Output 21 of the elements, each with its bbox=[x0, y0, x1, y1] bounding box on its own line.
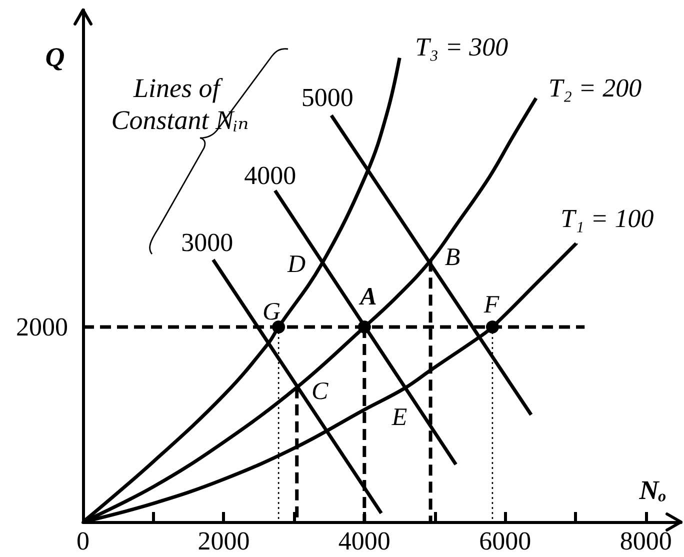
annotation: D bbox=[286, 250, 306, 278]
x-tick-label: 0 bbox=[76, 526, 90, 556]
series-label: 3000 bbox=[181, 228, 234, 258]
series-label: T₂ = 200 bbox=[548, 74, 642, 103]
annotation: C bbox=[312, 378, 329, 405]
x-tick-label: 4000 bbox=[338, 526, 390, 556]
series-label: T₃ = 300 bbox=[415, 32, 508, 62]
x-tick-label: 6000 bbox=[479, 526, 532, 556]
y-axis-title: Q bbox=[45, 42, 65, 72]
annotation: B bbox=[444, 244, 460, 272]
annotation: E bbox=[390, 404, 408, 431]
annotation: F bbox=[482, 292, 500, 319]
annotation: 2000 bbox=[16, 312, 68, 342]
series-label: 5000 bbox=[301, 82, 354, 112]
series-label: T₁ = 100 bbox=[560, 204, 654, 233]
annotation: G bbox=[262, 298, 281, 326]
series-label: 4000 bbox=[244, 161, 296, 190]
x-tick-label: 2000 bbox=[198, 526, 250, 556]
annotation: A bbox=[358, 284, 377, 311]
x-axis-title: Nₒ bbox=[638, 475, 667, 505]
x-tick-label: 8000 bbox=[620, 526, 672, 556]
